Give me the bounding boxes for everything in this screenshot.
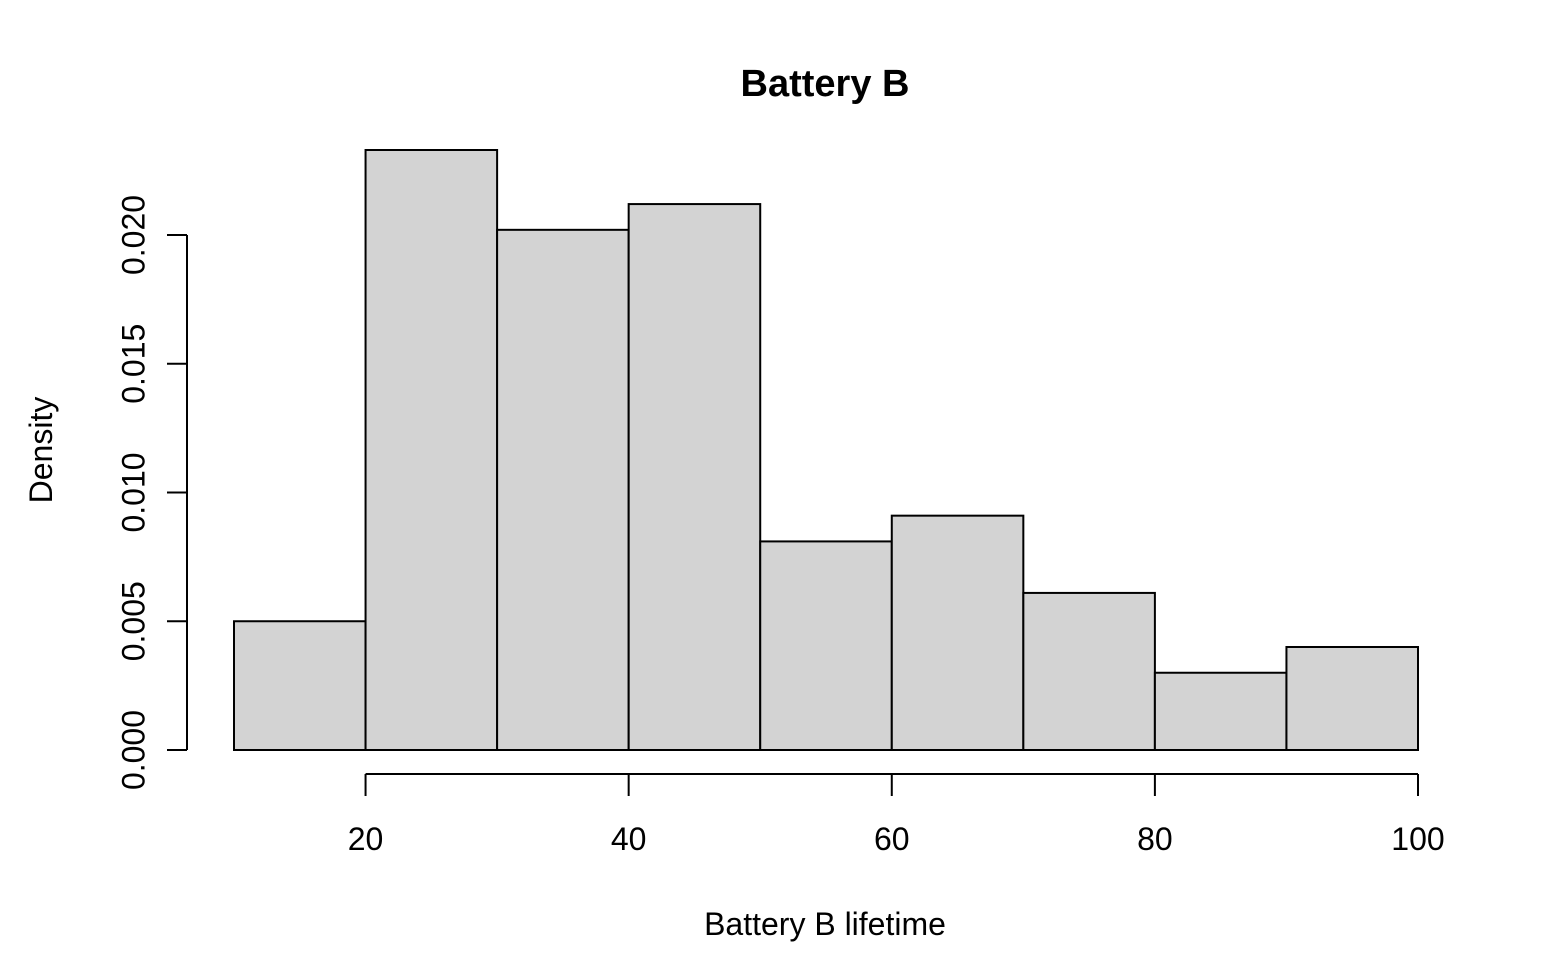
y-tick-label: 0.015 [115,324,151,404]
histogram-bar-1 [233,620,367,751]
histogram-bar-7 [1022,591,1156,751]
x-axis-label: Battery B lifetime [704,906,946,942]
x-tick-label: 20 [348,821,384,857]
y-tick-label: 0.005 [115,581,151,661]
histogram-bar-3 [496,228,630,752]
x-axis: 20 40 60 80 100 [348,773,1445,857]
y-tick-label: 0.000 [115,710,151,790]
y-axis-label: Density [23,397,59,504]
histogram-bar-4 [627,203,762,751]
histogram-bar-5 [759,540,893,752]
x-tick-label: 40 [611,821,647,857]
x-tick-label: 100 [1391,821,1444,857]
histogram-bar-2 [364,149,499,751]
x-tick-label: 80 [1137,821,1173,857]
chart-title: Battery B [741,63,910,105]
x-tick-label: 60 [874,821,910,857]
y-axis: 0.000 0.005 0.010 0.015 0.020 [115,195,188,790]
y-tick-label: 0.010 [115,452,151,532]
histogram-bar-8 [1153,671,1288,751]
histogram-bar-9 [1285,645,1420,752]
histogram-bar-6 [890,514,1025,751]
bars-group [233,149,1420,752]
y-tick-label: 0.020 [115,195,151,275]
